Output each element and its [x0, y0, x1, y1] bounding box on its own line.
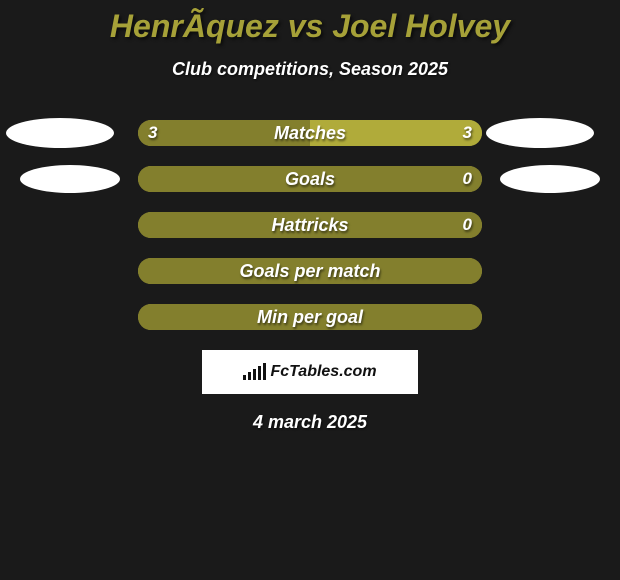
player-avatar	[486, 118, 594, 148]
bar: Goals per match	[138, 258, 482, 284]
bar-value-left: 3	[148, 120, 157, 146]
bar-value-right: 0	[463, 212, 472, 238]
comparison-row: Goals0	[0, 166, 620, 192]
badge-text: FcTables.com	[270, 363, 376, 381]
bar-value-right: 3	[463, 120, 472, 146]
comparison-row: Hattricks0	[0, 212, 620, 238]
comparison-rows: Matches33Goals0Hattricks0Goals per match…	[0, 120, 620, 330]
comparison-title: HenrÃ­quez vs Joel Holvey	[0, 0, 620, 45]
bar-label: Min per goal	[138, 304, 482, 330]
bar-label: Hattricks	[138, 212, 482, 238]
comparison-row: Matches3 3	[0, 120, 620, 146]
bar: Min per goal	[138, 304, 482, 330]
bar-label: Matches	[138, 120, 482, 146]
comparison-row: Goals per match	[0, 258, 620, 284]
bars-icon	[243, 364, 266, 380]
bar: Matches3 3	[138, 120, 482, 146]
comparison-row: Min per goal	[0, 304, 620, 330]
comparison-date: 4 march 2025	[0, 412, 620, 433]
source-badge: FcTables.com	[202, 350, 418, 394]
player-avatar	[6, 118, 114, 148]
comparison-subtitle: Club competitions, Season 2025	[0, 59, 620, 80]
bar-label: Goals	[138, 166, 482, 192]
bar-label: Goals per match	[138, 258, 482, 284]
bar: Hattricks0	[138, 212, 482, 238]
player-avatar	[500, 165, 600, 193]
bar: Goals0	[138, 166, 482, 192]
player-avatar	[20, 165, 120, 193]
bar-value-right: 0	[463, 166, 472, 192]
